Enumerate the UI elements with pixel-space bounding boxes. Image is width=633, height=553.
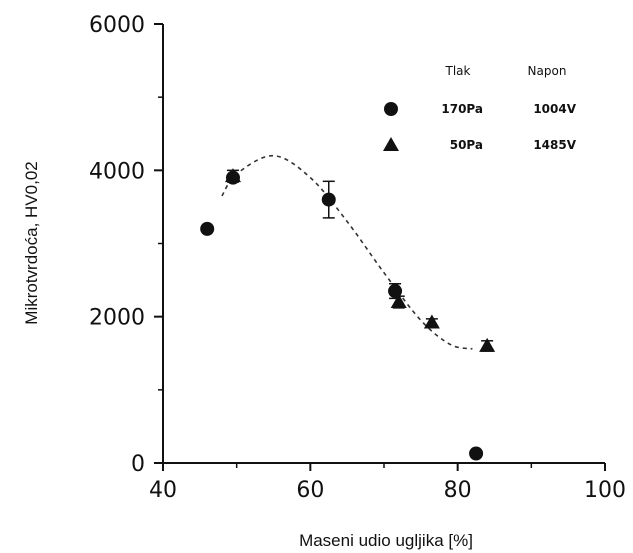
legend-header-voltage: Napon <box>528 64 567 78</box>
legend-header-pressure: Tlak <box>445 64 471 78</box>
legend-marker-triangle <box>383 137 399 151</box>
y-tick-label: 2000 <box>89 306 145 331</box>
legend-pressure-value: 170Pa <box>441 102 483 116</box>
legend-marker-circle <box>384 102 398 116</box>
data-point-circle <box>469 446 484 461</box>
legend-voltage-value: 1004V <box>533 102 576 116</box>
legend-pressure-value: 50Pa <box>450 138 483 152</box>
x-tick-label: 40 <box>149 478 177 503</box>
x-tick-label: 100 <box>584 478 626 503</box>
data-marks <box>200 168 496 461</box>
data-point-triangle <box>224 168 241 183</box>
x-tick-label: 60 <box>296 478 324 503</box>
data-point-triangle <box>423 314 440 329</box>
x-tick-label: 80 <box>444 478 472 503</box>
legend-voltage-value: 1485V <box>533 138 576 152</box>
data-point-triangle <box>479 337 496 352</box>
data-point-triangle <box>390 294 407 309</box>
trend-line-group <box>221 154 473 350</box>
y-tick-label: 0 <box>131 452 145 477</box>
data-point-circle <box>321 192 336 207</box>
y-tick-label: 6000 <box>89 13 145 38</box>
y-tick-label: 4000 <box>89 159 145 184</box>
data-point-circle <box>200 221 215 236</box>
y-axis-label: Mikrotvrdoća, HV0,02 <box>22 161 41 324</box>
x-axis-label: Maseni udio ugljika [%] <box>299 531 473 550</box>
axes: 40 60 80 100 0 2000 4000 6000 <box>89 13 626 503</box>
legend: Tlak Napon 170Pa 1004V 50Pa 1485V <box>383 64 577 152</box>
trend-line <box>221 154 473 350</box>
